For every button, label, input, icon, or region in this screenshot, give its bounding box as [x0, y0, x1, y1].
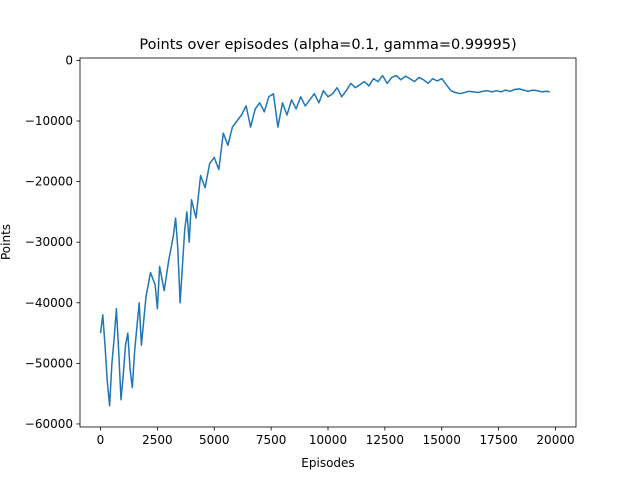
y-axis-label: Points	[0, 224, 13, 260]
y-tick-label: −30000	[25, 235, 73, 249]
x-tick-label: 7500	[256, 433, 287, 447]
y-tick-label: −40000	[25, 296, 73, 310]
y-axis: 0 −10000 −20000 −30000 −40000 −50000 −60000	[25, 53, 80, 431]
x-tick-label: 0	[97, 433, 105, 447]
chart-title: Points over episodes (alpha=0.1, gamma=0…	[139, 37, 516, 53]
x-axis: 0 2500 5000 7500 10000 12500 15000 17500 20000	[97, 427, 575, 447]
x-tick-label: 15000	[423, 433, 461, 447]
series-layer	[99, 74, 550, 407]
x-tick-label: 12500	[366, 433, 404, 447]
x-axis-label: Episodes	[301, 456, 354, 470]
x-tick-label: 10000	[309, 433, 347, 447]
y-tick-label: −50000	[25, 356, 73, 370]
y-tick-label: −20000	[25, 175, 73, 189]
x-tick-label: 17500	[480, 433, 518, 447]
series-line	[99, 74, 550, 407]
x-tick-label: 2500	[142, 433, 173, 447]
x-tick-label: 20000	[536, 433, 574, 447]
y-tick-label: −10000	[25, 114, 73, 128]
y-tick-label: −60000	[25, 417, 73, 431]
y-tick-label: 0	[65, 53, 73, 67]
x-tick-label: 5000	[199, 433, 230, 447]
